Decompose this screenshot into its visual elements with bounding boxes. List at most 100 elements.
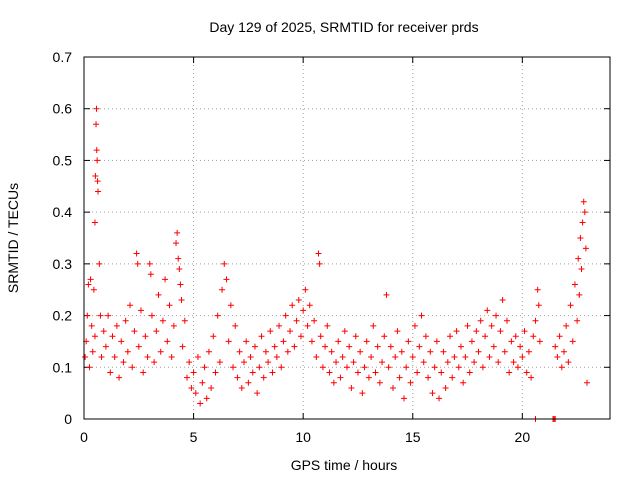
data-point	[247, 353, 254, 360]
data-point	[365, 374, 372, 381]
data-point	[245, 379, 252, 386]
data-point	[97, 312, 104, 319]
data-point	[580, 198, 587, 205]
x-axis-label: GPS time / hours	[291, 457, 398, 473]
y-tick-label: 0.7	[53, 49, 73, 65]
data-point	[98, 353, 105, 360]
data-point	[227, 302, 234, 309]
data-point	[440, 348, 447, 355]
x-tick-label: 15	[405, 429, 421, 445]
data-point	[304, 322, 311, 329]
data-point	[567, 302, 574, 309]
data-point	[300, 307, 307, 314]
data-point	[451, 353, 458, 360]
data-point	[173, 240, 180, 247]
data-point	[109, 333, 116, 340]
data-point	[482, 333, 489, 340]
data-point	[460, 379, 467, 386]
data-point	[289, 302, 296, 309]
data-point	[484, 307, 491, 314]
data-point	[93, 105, 100, 112]
data-point	[175, 255, 182, 262]
data-point	[251, 343, 258, 350]
data-point	[210, 333, 217, 340]
data-point	[385, 364, 392, 371]
data-point	[273, 353, 280, 360]
data-point	[583, 379, 590, 386]
data-point	[577, 235, 584, 241]
data-point	[159, 317, 166, 324]
data-point	[88, 322, 95, 329]
data-point	[93, 121, 100, 128]
data-point	[372, 369, 379, 376]
data-point	[449, 374, 456, 381]
data-point	[256, 364, 263, 371]
data-point	[302, 286, 309, 293]
data-point	[328, 348, 335, 355]
data-point	[532, 317, 539, 324]
data-point	[87, 276, 94, 283]
data-point	[431, 364, 438, 371]
data-point	[243, 338, 250, 345]
data-point	[147, 271, 154, 278]
data-point	[194, 353, 201, 360]
data-point	[390, 384, 397, 391]
data-point	[293, 317, 300, 324]
data-point	[398, 348, 405, 355]
data-point	[107, 369, 114, 376]
y-tick-label: 0.1	[53, 359, 73, 375]
data-point	[240, 359, 247, 366]
data-point	[337, 374, 344, 381]
data-point	[503, 317, 510, 324]
data-point	[162, 276, 169, 283]
data-point	[291, 343, 298, 350]
data-point	[508, 338, 515, 345]
data-point	[278, 364, 285, 371]
data-point	[554, 353, 561, 360]
data-point	[535, 302, 542, 309]
x-tick-label: 10	[295, 429, 311, 445]
data-point	[234, 374, 241, 381]
x-tick-label: 0	[80, 429, 88, 445]
data-point	[335, 338, 342, 345]
data-point	[565, 359, 572, 366]
data-point	[254, 390, 261, 397]
data-point	[495, 359, 502, 366]
data-point	[311, 317, 318, 324]
data-point	[295, 297, 302, 304]
data-point	[96, 260, 103, 267]
data-point	[368, 353, 375, 360]
data-point	[94, 178, 101, 185]
data-point	[563, 322, 570, 329]
data-point	[190, 369, 197, 376]
y-tick-label: 0.3	[53, 256, 73, 272]
data-point	[153, 328, 160, 335]
data-point	[168, 353, 175, 360]
data-point	[405, 338, 412, 345]
data-point	[581, 209, 588, 216]
data-point	[374, 343, 381, 350]
data-point	[571, 281, 578, 288]
y-tick-label: 0	[64, 411, 72, 427]
data-point	[179, 343, 186, 350]
data-point	[344, 364, 350, 371]
data-point	[238, 384, 245, 391]
data-point	[166, 302, 173, 309]
data-point	[315, 250, 322, 257]
data-point	[317, 333, 324, 340]
data-point	[177, 281, 184, 288]
data-point	[148, 312, 155, 319]
data-point	[453, 328, 460, 335]
data-point	[208, 384, 215, 391]
data-point	[497, 328, 504, 335]
y-tick-label: 0.4	[53, 204, 73, 220]
data-point	[407, 379, 414, 386]
data-point	[517, 343, 524, 350]
data-point	[506, 369, 513, 376]
data-point	[348, 384, 355, 391]
data-point	[326, 369, 333, 376]
data-point	[118, 338, 125, 345]
data-point	[135, 343, 142, 350]
data-point	[479, 364, 486, 371]
